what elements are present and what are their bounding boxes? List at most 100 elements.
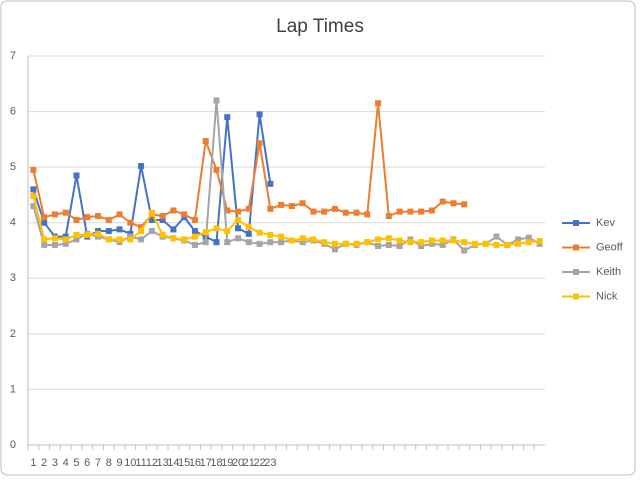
point-marker <box>256 111 263 118</box>
point-marker <box>331 205 338 212</box>
point-marker <box>364 239 371 246</box>
point-marker <box>51 211 58 218</box>
x-tick-label: 22 <box>253 457 265 469</box>
point-marker <box>310 208 317 215</box>
y-tick-label: 5 <box>10 161 16 173</box>
legend-label: Kev <box>596 217 615 229</box>
point-marker <box>73 236 80 243</box>
point-marker <box>321 239 328 246</box>
point-marker <box>41 219 48 226</box>
point-marker <box>515 236 522 243</box>
point-marker <box>278 239 285 246</box>
point-marker <box>127 236 134 243</box>
point-marker <box>428 240 435 247</box>
point-marker <box>375 236 382 243</box>
point-marker <box>30 193 37 200</box>
point-marker <box>471 240 478 247</box>
x-tick-label: 4 <box>63 457 69 469</box>
point-marker <box>407 208 414 215</box>
x-tick-label: 11 <box>135 457 146 469</box>
legend-label: Geoff <box>596 241 624 253</box>
x-tick-label: 18 <box>210 457 222 469</box>
y-tick-label: 2 <box>10 328 16 340</box>
point-marker <box>41 241 48 248</box>
point-marker <box>493 233 500 240</box>
point-marker <box>62 209 69 216</box>
point-marker <box>418 243 425 250</box>
point-marker <box>267 239 274 246</box>
point-marker <box>493 241 500 248</box>
point-marker <box>256 140 263 147</box>
y-tick-label: 1 <box>10 383 16 395</box>
point-marker <box>213 225 220 232</box>
legend-marker <box>573 269 579 275</box>
point-marker <box>127 219 134 226</box>
legend-label: Nick <box>596 290 618 302</box>
x-tick-label: 17 <box>200 457 212 469</box>
point-marker <box>515 240 522 247</box>
point-marker <box>148 228 155 235</box>
x-tick-label: 3 <box>52 457 58 469</box>
point-marker <box>353 209 360 216</box>
point-marker <box>213 97 220 104</box>
point-marker <box>41 236 48 243</box>
x-tick-label: 16 <box>189 457 201 469</box>
point-marker <box>95 230 102 237</box>
point-marker <box>213 239 220 246</box>
point-marker <box>138 228 145 235</box>
point-marker <box>138 163 145 170</box>
point-marker <box>116 236 123 243</box>
point-marker <box>321 208 328 215</box>
point-marker <box>41 214 48 221</box>
point-marker <box>84 214 91 221</box>
x-tick-label: 8 <box>106 457 112 469</box>
point-marker <box>342 209 349 216</box>
point-marker <box>461 239 468 246</box>
point-marker <box>224 228 231 235</box>
point-marker <box>181 211 188 218</box>
x-tick-label: 23 <box>264 457 276 469</box>
point-marker <box>450 200 457 207</box>
point-marker <box>245 224 252 231</box>
point-marker <box>267 231 274 238</box>
x-tick-label: 1 <box>30 457 36 469</box>
point-marker <box>191 233 198 240</box>
point-marker <box>439 241 446 248</box>
point-marker <box>51 241 58 248</box>
point-marker <box>525 234 532 241</box>
point-marker <box>525 239 532 246</box>
y-tick-label: 3 <box>10 272 16 284</box>
point-marker <box>148 209 155 216</box>
point-marker <box>310 236 317 243</box>
x-tick-label: 7 <box>95 457 101 469</box>
x-tick-label: 10 <box>124 457 136 469</box>
legend-marker <box>573 220 579 226</box>
point-marker <box>396 243 403 250</box>
point-marker <box>191 216 198 223</box>
point-marker <box>170 207 177 214</box>
y-tick-label: 7 <box>10 50 16 62</box>
point-marker <box>235 225 242 232</box>
point-marker <box>159 213 166 220</box>
point-marker <box>364 211 371 218</box>
x-tick-label: 14 <box>167 457 179 469</box>
y-tick-label: 4 <box>10 217 16 229</box>
point-marker <box>148 216 155 223</box>
point-marker <box>278 233 285 240</box>
point-marker <box>116 226 123 233</box>
point-marker <box>235 235 242 242</box>
point-marker <box>84 231 91 238</box>
x-tick-label: 13 <box>157 457 169 469</box>
point-marker <box>245 205 252 212</box>
point-marker <box>62 240 69 247</box>
point-marker <box>202 229 209 236</box>
point-marker <box>245 230 252 237</box>
point-marker <box>450 237 457 244</box>
point-marker <box>439 198 446 205</box>
point-marker <box>170 235 177 242</box>
point-marker <box>396 208 403 215</box>
point-marker <box>256 240 263 247</box>
point-marker <box>536 238 543 245</box>
